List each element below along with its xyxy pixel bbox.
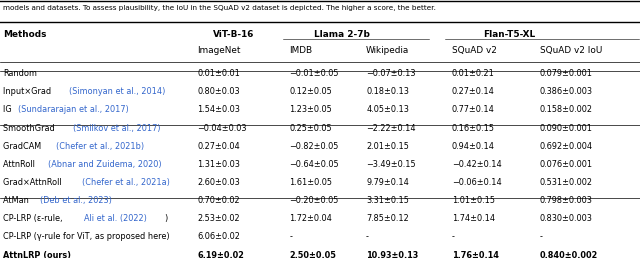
- Text: CP-LRP (γ-rule for ViT, as proposed here): CP-LRP (γ-rule for ViT, as proposed here…: [3, 232, 170, 241]
- Text: 0.830±0.003: 0.830±0.003: [540, 214, 593, 223]
- Text: 0.692±0.004: 0.692±0.004: [540, 142, 593, 151]
- Text: 0.27±0.04: 0.27±0.04: [197, 142, 240, 151]
- Text: 1.01±0.15: 1.01±0.15: [452, 196, 495, 205]
- Text: −0.42±0.14: −0.42±0.14: [452, 160, 502, 169]
- Text: (Chefer et al., 2021a): (Chefer et al., 2021a): [82, 178, 170, 187]
- Text: 1.54±0.03: 1.54±0.03: [197, 106, 240, 114]
- Text: Llama 2-7b: Llama 2-7b: [314, 30, 371, 39]
- Text: -: -: [366, 232, 369, 241]
- Text: 1.31±0.03: 1.31±0.03: [197, 160, 240, 169]
- Text: 1.74±0.14: 1.74±0.14: [452, 214, 495, 223]
- Text: 0.079±0.001: 0.079±0.001: [540, 69, 593, 78]
- Text: 0.27±0.14: 0.27±0.14: [452, 87, 495, 96]
- Text: −0.06±0.14: −0.06±0.14: [452, 178, 502, 187]
- Text: (Sundararajan et al., 2017): (Sundararajan et al., 2017): [18, 106, 129, 114]
- Text: Wikipedia: Wikipedia: [366, 46, 410, 55]
- Text: 0.18±0.13: 0.18±0.13: [366, 87, 409, 96]
- Text: AtMan: AtMan: [3, 196, 32, 205]
- Text: 1.23±0.05: 1.23±0.05: [289, 106, 332, 114]
- Text: 2.53±0.02: 2.53±0.02: [197, 214, 240, 223]
- Text: AttnLRP (ours): AttnLRP (ours): [3, 251, 71, 258]
- Text: Grad×AttnRoll: Grad×AttnRoll: [3, 178, 65, 187]
- Text: 0.80±0.03: 0.80±0.03: [197, 87, 240, 96]
- Text: Input×Grad: Input×Grad: [3, 87, 54, 96]
- Text: (Simonyan et al., 2014): (Simonyan et al., 2014): [68, 87, 165, 96]
- Text: ViT-B-16: ViT-B-16: [213, 30, 254, 39]
- Text: 0.77±0.14: 0.77±0.14: [452, 106, 495, 114]
- Text: models and datasets. To assess plausibility, the IoU in the SQuAD v2 dataset is : models and datasets. To assess plausibil…: [3, 5, 436, 11]
- Text: Ali et al. (2022): Ali et al. (2022): [84, 214, 147, 223]
- Text: 0.25±0.05: 0.25±0.05: [289, 124, 332, 133]
- Text: 1.76±0.14: 1.76±0.14: [452, 251, 499, 258]
- Text: CP-LRP (ε-rule,: CP-LRP (ε-rule,: [3, 214, 65, 223]
- Text: SQuAD v2: SQuAD v2: [452, 46, 497, 55]
- Text: IG: IG: [3, 106, 15, 114]
- Text: AttnRoll: AttnRoll: [3, 160, 38, 169]
- Text: 0.94±0.14: 0.94±0.14: [452, 142, 495, 151]
- Text: 0.840±0.002: 0.840±0.002: [540, 251, 598, 258]
- Text: Random: Random: [3, 69, 37, 78]
- Text: (Deb et al., 2023): (Deb et al., 2023): [40, 196, 112, 205]
- Text: 0.090±0.001: 0.090±0.001: [540, 124, 593, 133]
- Text: 0.158±0.002: 0.158±0.002: [540, 106, 593, 114]
- Text: 0.386±0.003: 0.386±0.003: [540, 87, 593, 96]
- Text: −0.01±0.05: −0.01±0.05: [289, 69, 339, 78]
- Text: Methods: Methods: [3, 30, 47, 39]
- Text: 0.70±0.02: 0.70±0.02: [197, 196, 240, 205]
- Text: 9.79±0.14: 9.79±0.14: [366, 178, 409, 187]
- Text: −3.49±0.15: −3.49±0.15: [366, 160, 416, 169]
- Text: 2.60±0.03: 2.60±0.03: [197, 178, 240, 187]
- Text: 6.06±0.02: 6.06±0.02: [197, 232, 240, 241]
- Text: SQuAD v2 IoU: SQuAD v2 IoU: [540, 46, 602, 55]
- Text: GradCAM: GradCAM: [3, 142, 44, 151]
- Text: -: -: [289, 232, 292, 241]
- Text: 0.798±0.003: 0.798±0.003: [540, 196, 593, 205]
- Text: 0.531±0.002: 0.531±0.002: [540, 178, 593, 187]
- Text: 0.01±0.21: 0.01±0.21: [452, 69, 495, 78]
- Text: 10.93±0.13: 10.93±0.13: [366, 251, 419, 258]
- Text: 0.01±0.01: 0.01±0.01: [197, 69, 240, 78]
- Text: 7.85±0.12: 7.85±0.12: [366, 214, 409, 223]
- Text: 0.076±0.001: 0.076±0.001: [540, 160, 593, 169]
- Text: (Smilkov et al., 2017): (Smilkov et al., 2017): [74, 124, 161, 133]
- Text: −0.07±0.13: −0.07±0.13: [366, 69, 415, 78]
- Text: ): ): [164, 214, 168, 223]
- Text: -: -: [540, 232, 542, 241]
- Text: −0.64±0.05: −0.64±0.05: [289, 160, 339, 169]
- Text: 6.19±0.02: 6.19±0.02: [197, 251, 244, 258]
- Text: 3.31±0.15: 3.31±0.15: [366, 196, 409, 205]
- Text: SmoothGrad: SmoothGrad: [3, 124, 58, 133]
- Text: ImageNet: ImageNet: [197, 46, 241, 55]
- Text: 4.05±0.13: 4.05±0.13: [366, 106, 409, 114]
- Text: 1.61±0.05: 1.61±0.05: [289, 178, 332, 187]
- Text: Flan-T5-XL: Flan-T5-XL: [483, 30, 535, 39]
- Text: 1.72±0.04: 1.72±0.04: [289, 214, 332, 223]
- Text: (Chefer et al., 2021b): (Chefer et al., 2021b): [56, 142, 144, 151]
- Text: (Abnar and Zuidema, 2020): (Abnar and Zuidema, 2020): [48, 160, 161, 169]
- Text: 2.01±0.15: 2.01±0.15: [366, 142, 409, 151]
- Text: −0.82±0.05: −0.82±0.05: [289, 142, 339, 151]
- Text: IMDB: IMDB: [289, 46, 312, 55]
- Text: 2.50±0.05: 2.50±0.05: [289, 251, 336, 258]
- Text: 0.16±0.15: 0.16±0.15: [452, 124, 495, 133]
- Text: −0.20±0.05: −0.20±0.05: [289, 196, 339, 205]
- Text: −2.22±0.14: −2.22±0.14: [366, 124, 416, 133]
- Text: -: -: [452, 232, 454, 241]
- Text: −0.04±0.03: −0.04±0.03: [197, 124, 246, 133]
- Text: 0.12±0.05: 0.12±0.05: [289, 87, 332, 96]
